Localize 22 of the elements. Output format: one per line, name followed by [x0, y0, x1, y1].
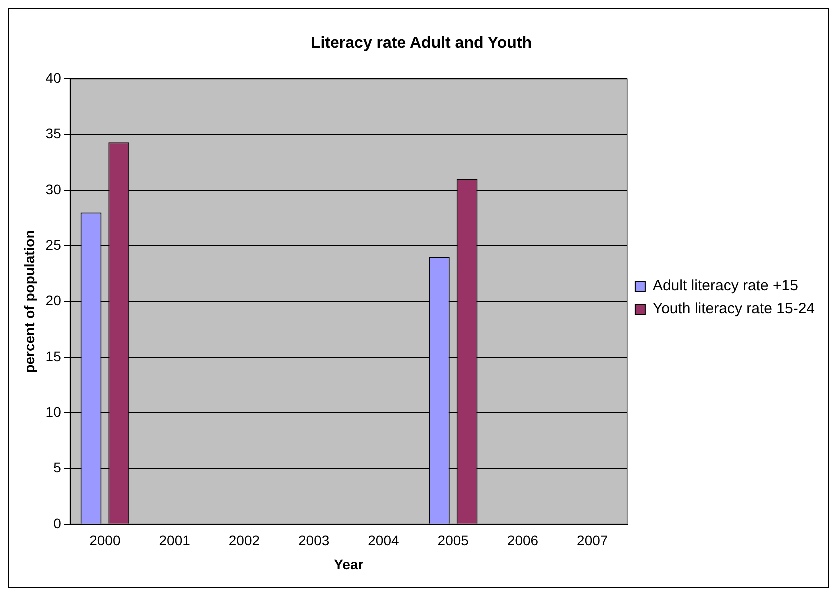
y-tick-label: 15	[46, 348, 62, 364]
y-axis-title: percent of population	[21, 230, 38, 374]
y-tick-label: 10	[46, 404, 62, 420]
x-tick-label: 2002	[228, 532, 260, 549]
y-tick-label: 5	[54, 460, 62, 476]
x-tick-label: 2004	[368, 532, 400, 549]
x-tick-label: 2005	[438, 532, 470, 549]
x-tick-label: 2007	[577, 532, 608, 549]
y-tick-label: 25	[46, 237, 62, 254]
y-tick-label: 40	[46, 70, 62, 86]
y-tick-label: 0	[54, 515, 62, 532]
x-tick-label: 2003	[298, 532, 330, 549]
y-tick-label: 20	[46, 292, 62, 309]
x-tick-label: 2000	[90, 532, 121, 549]
legend-label: Youth literacy rate 15-24	[652, 300, 816, 318]
x-tick-label: 2006	[507, 532, 539, 549]
x-tick-label: 2001	[159, 532, 191, 549]
x-axis-title: Year	[334, 556, 364, 572]
y-tick-label: 30	[46, 181, 62, 198]
chart-title: Literacy rate Adult and Youth	[310, 35, 532, 52]
legend-label: Adult literacy rate +15	[652, 278, 798, 295]
y-tick-label: 35	[46, 126, 62, 142]
